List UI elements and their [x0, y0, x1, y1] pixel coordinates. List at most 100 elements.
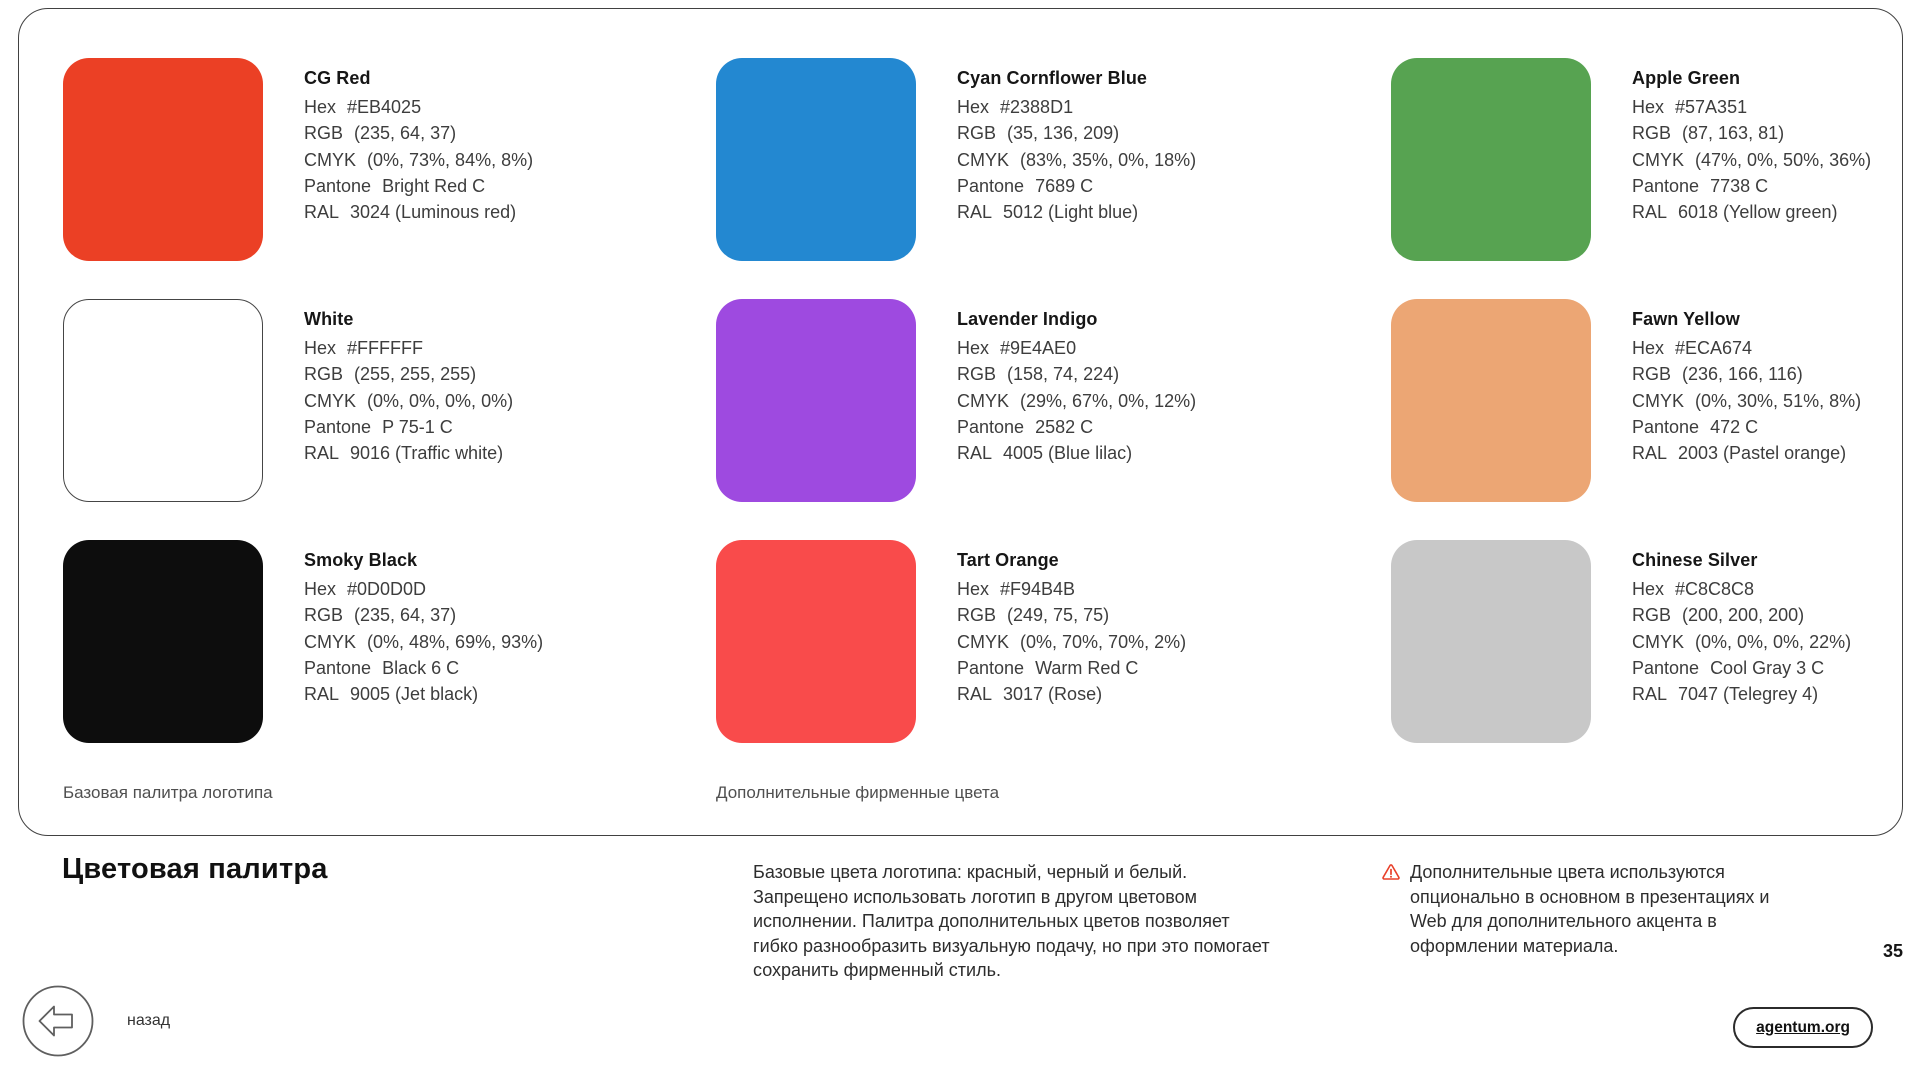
spec-value: (0%, 0%, 0%, 0%) — [367, 390, 514, 411]
color-spec-row: Hex #9E4AE0 — [957, 335, 1196, 361]
spec-value: #C8C8C8 — [1675, 579, 1755, 599]
color-spec-row: RGB (235, 64, 37) — [304, 602, 543, 628]
spec-value: (249, 75, 75) — [1007, 605, 1110, 626]
color-specs: Hex #C8C8C8 RGB (200, 200, 200) CMYK (0%, 0%,… — [1632, 576, 1851, 707]
color-spec-row: RAL 9005 (Jet black) — [304, 681, 543, 707]
color-swatch — [716, 299, 916, 502]
color-specs: Hex #57A351 RGB (87, 163, 81) CMYK (47%, 0%, … — [1632, 94, 1871, 225]
spec-label: Pantone — [304, 416, 372, 437]
color-spec-row: RAL 2003 (Pastel orange) — [1632, 440, 1861, 466]
spec-label: CMYK — [304, 390, 357, 411]
color-spec-row: RGB (236, 166, 116) — [1632, 361, 1861, 387]
color-spec-row: Pantone 2582 C — [957, 414, 1196, 440]
spec-value: (83%, 35%, 0%, 18%) — [1020, 149, 1197, 170]
spec-value: Warm Red C — [1035, 657, 1139, 678]
color-name: Cyan Cornflower Blue — [957, 68, 1148, 88]
spec-label: CMYK — [1632, 390, 1685, 411]
color-info: White Hex #FFFFFF RGB (255, 255, 255) CMYK (0… — [304, 299, 513, 466]
color-spec-row: RAL 3024 (Luminous red) — [304, 199, 533, 225]
color-card: Lavender Indigo Hex #9E4AE0 RGB (158, 74, 2… — [716, 299, 1391, 502]
spec-label: RAL — [304, 202, 340, 223]
color-spec-row: Pantone Bright Red C — [304, 173, 533, 199]
spec-value: (0%, 0%, 0%, 22%) — [1695, 631, 1852, 652]
spec-value: (29%, 67%, 0%, 12%) — [1020, 390, 1197, 411]
spec-label: RGB — [957, 123, 997, 144]
spec-value: 4005 (Blue lilac) — [1003, 443, 1133, 464]
spec-value: #ECA674 — [1675, 338, 1753, 358]
color-spec-row: RAL 5012 (Light blue) — [957, 199, 1196, 225]
spec-value: #FFFFFF — [347, 338, 423, 358]
color-specs: Hex #ECA674 RGB (236, 166, 116) CMYK (0%, 30%… — [1632, 335, 1861, 466]
spec-value: 9005 (Jet black) — [350, 684, 479, 705]
back-arrow-icon[interactable] — [22, 985, 94, 1057]
color-spec-row: Hex #C8C8C8 — [1632, 576, 1851, 602]
spec-label: Hex — [957, 579, 990, 599]
spec-value: Cool Gray 3 C — [1710, 657, 1825, 678]
color-name: Chinese Silver — [1632, 550, 1758, 570]
color-info: Lavender Indigo Hex #9E4AE0 RGB (158, 74, 2… — [957, 299, 1196, 466]
spec-value: 472 C — [1710, 416, 1759, 437]
back-label[interactable]: назад — [127, 1012, 171, 1029]
warning-icon — [1382, 864, 1400, 880]
spec-value: 5012 (Light blue) — [1003, 202, 1139, 223]
spec-label: RAL — [1632, 443, 1668, 464]
color-spec-row: Hex #0D0D0D — [304, 576, 543, 602]
spec-label: RGB — [957, 364, 997, 385]
spec-label: Pantone — [957, 657, 1025, 678]
color-spec-row: CMYK (0%, 0%, 0%, 0%) — [304, 388, 513, 414]
caption-extra-colors: Дополнительные фирменные цвета — [716, 783, 1000, 802]
back-button[interactable]: назад — [22, 985, 170, 1057]
color-specs: Hex #EB4025 RGB (235, 64, 37) CMYK (0%, 73%, … — [304, 94, 533, 225]
color-spec-row: Pantone 472 C — [1632, 414, 1861, 440]
color-spec-row: Pantone 7689 C — [957, 173, 1196, 199]
spec-label: RAL — [957, 202, 993, 223]
spec-label: RAL — [957, 443, 993, 464]
spec-label: Hex — [957, 338, 990, 358]
spec-value: P 75-1 C — [382, 416, 453, 437]
spec-value: (236, 166, 116) — [1682, 364, 1803, 385]
site-link-label[interactable]: agentum.org — [1756, 1018, 1850, 1036]
spec-value: (35, 136, 209) — [1007, 123, 1120, 144]
spec-value: (200, 200, 200) — [1682, 605, 1805, 626]
spec-label: RGB — [1632, 605, 1672, 626]
color-swatch — [63, 540, 263, 743]
spec-value: 7738 C — [1710, 175, 1769, 196]
color-spec-row: Hex #57A351 — [1632, 94, 1871, 120]
spec-label: Hex — [957, 97, 990, 117]
color-swatch — [716, 540, 916, 743]
spec-label: Hex — [304, 338, 337, 358]
color-spec-row: RGB (158, 74, 224) — [957, 361, 1196, 387]
spec-value: (235, 64, 37) — [354, 605, 457, 626]
color-spec-row: RAL 9016 (Traffic white) — [304, 440, 513, 466]
color-name: Apple Green — [1632, 68, 1741, 88]
color-spec-row: RGB (87, 163, 81) — [1632, 120, 1871, 146]
palette-card: CG Red Hex #EB4025 RGB (235, 64, 37) CMYK (0%… — [18, 8, 1903, 836]
spec-label: RAL — [1632, 202, 1668, 223]
color-spec-row: Hex #F94B4B — [957, 576, 1186, 602]
spec-label: CMYK — [957, 149, 1010, 170]
spec-label: RGB — [1632, 123, 1672, 144]
spec-value: (0%, 48%, 69%, 93%) — [367, 631, 544, 652]
color-spec-row: CMYK (0%, 70%, 70%, 2%) — [957, 629, 1186, 655]
color-swatch — [63, 299, 263, 502]
color-swatch — [63, 58, 263, 261]
spec-label: Pantone — [304, 175, 372, 196]
site-link-button[interactable]: agentum.org — [1733, 1007, 1873, 1048]
spec-label: RGB — [304, 364, 344, 385]
spec-label: Pantone — [1632, 657, 1700, 678]
color-card: Cyan Cornflower Blue Hex #2388D1 RGB (35, 1… — [716, 58, 1391, 261]
color-spec-row: Hex #2388D1 — [957, 94, 1196, 120]
spec-label: CMYK — [304, 149, 357, 170]
spec-value: 3017 (Rose) — [1003, 684, 1103, 705]
spec-label: Hex — [1632, 579, 1665, 599]
spec-value: Bright Red C — [382, 175, 486, 196]
spec-label: Hex — [1632, 97, 1665, 117]
color-name: Tart Orange — [957, 550, 1059, 570]
color-name: Fawn Yellow — [1632, 309, 1740, 329]
spec-label: RAL — [304, 684, 340, 705]
color-swatch — [1391, 299, 1591, 502]
color-spec-row: RAL 3017 (Rose) — [957, 681, 1186, 707]
spec-label: Pantone — [304, 657, 372, 678]
color-spec-row: RGB (249, 75, 75) — [957, 602, 1186, 628]
page-title: Цветовая палитра — [62, 853, 328, 885]
